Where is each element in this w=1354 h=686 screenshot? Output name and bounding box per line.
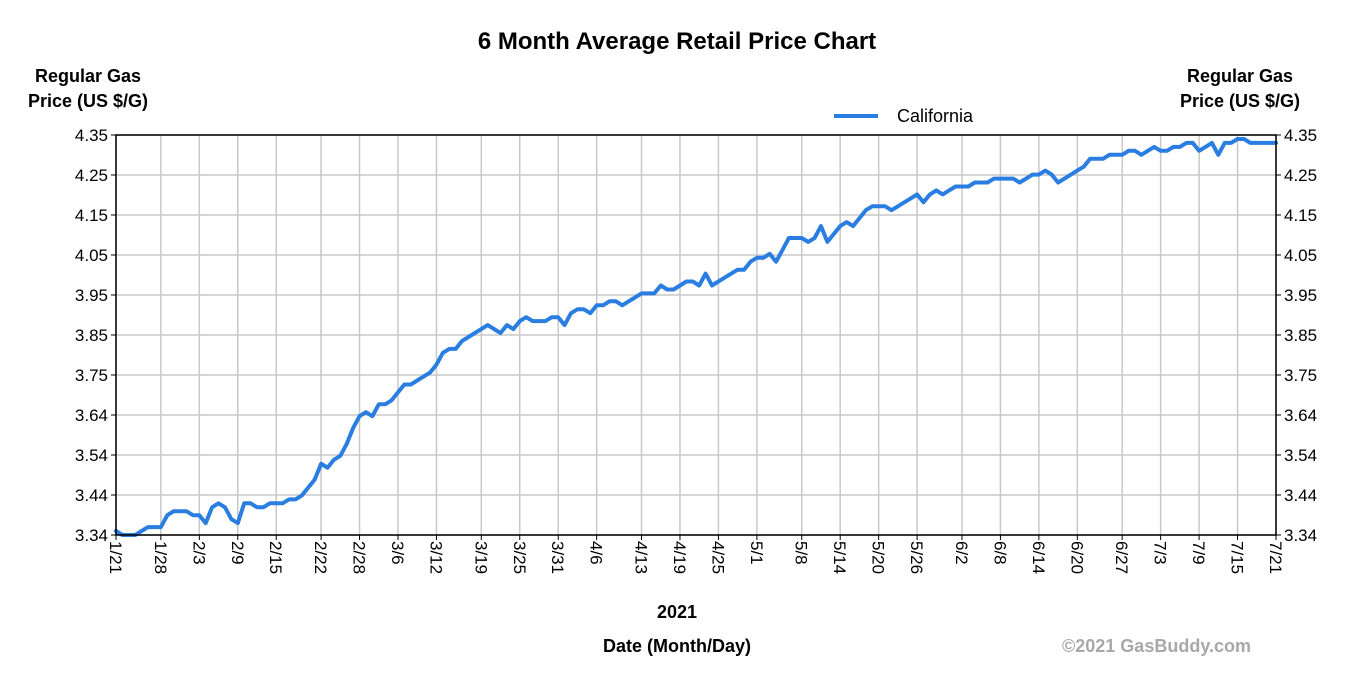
y-tick-label-right: 4.25: [1284, 166, 1317, 185]
y-axis-title-left: Regular Gas Price (US $/G): [12, 64, 164, 114]
x-tick-label: 4/25: [708, 541, 727, 574]
y-ticks-right: 4.35 4.25 4.15 4.05 3.95 3.85 3.75 3.64 3.54 3.44…: [1276, 126, 1317, 545]
y-axis-title-right: Regular Gas Price (US $/G): [1164, 64, 1316, 114]
y-tick-label-left: 3.54: [75, 446, 108, 465]
x-tick-label: 7/21: [1266, 541, 1285, 574]
y-tick-label-right: 4.35: [1284, 126, 1317, 145]
y-tick-label-left: 4.15: [75, 206, 108, 225]
x-tick-label: 4/13: [632, 541, 651, 574]
x-tick-label: 3/31: [548, 541, 567, 574]
y-tick-label-left: 4.25: [75, 166, 108, 185]
y-tick-label-left: 3.44: [75, 486, 108, 505]
x-axis-year: 2021: [656, 602, 698, 622]
x-tick-label: 5/1: [747, 541, 766, 565]
x-tick-label: 4/19: [670, 541, 689, 574]
x-tick-label: 6/8: [990, 541, 1009, 565]
y-axis-title-left-line1: Regular Gas: [34, 66, 142, 86]
y-ticks-left: 4.35 4.25 4.15 4.05 3.95 3.85 3.75 3.64 3.54 3.44…: [75, 126, 116, 545]
y-axis-title-right-line1: Regular Gas: [1186, 66, 1294, 86]
y-tick-label-left: 4.05: [75, 246, 108, 265]
y-tick-label-left: 3.75: [75, 366, 108, 385]
y-tick-label-right: 3.75: [1284, 366, 1317, 385]
x-tick-label: 1/21: [106, 541, 125, 574]
x-tick-label: 6/14: [1029, 541, 1048, 574]
x-tick-label: 2/3: [189, 541, 208, 565]
x-tick-label: 2/9: [228, 541, 247, 565]
y-axis-title-right-line2: Price (US $/G): [1179, 91, 1301, 111]
x-axis-title: Date (Month/Day): [603, 636, 751, 656]
x-tick-label: 7/15: [1228, 541, 1247, 574]
y-tick-label-right: 3.34: [1284, 526, 1317, 545]
x-tick-label: 3/12: [426, 541, 445, 574]
x-ticks: 1/21 1/28 2/3 2/9 2/15 2/22 2/28 3/6 3/12 3/19 3/2…: [106, 535, 1285, 574]
y-tick-label-left: 3.64: [75, 406, 108, 425]
y-tick-label-left: 3.95: [75, 286, 108, 305]
x-tick-label: 5/14: [830, 541, 849, 574]
y-tick-label-right: 3.95: [1284, 286, 1317, 305]
x-tick-label: 3/6: [388, 541, 407, 565]
x-tick-label: 6/20: [1067, 541, 1086, 574]
legend: California: [834, 104, 973, 128]
y-tick-label-left: 3.34: [75, 526, 108, 545]
x-tick-label: 5/8: [792, 541, 811, 565]
plot-frame: [115, 134, 1277, 536]
y-tick-label-right: 3.44: [1284, 486, 1317, 505]
y-tick-label-left: 3.85: [75, 326, 108, 345]
legend-label-california: California: [897, 105, 974, 126]
x-tick-label: 7/3: [1151, 541, 1170, 565]
x-tick-label: 5/20: [869, 541, 888, 574]
y-tick-label-right: 4.15: [1284, 206, 1317, 225]
grid: [115, 134, 1277, 536]
x-tick-label: 4/6: [587, 541, 606, 565]
x-tick-label: 2/22: [311, 541, 330, 574]
x-tick-label: 2/28: [350, 541, 369, 574]
x-tick-label: 3/25: [510, 541, 529, 574]
y-tick-label-right: 3.85: [1284, 326, 1317, 345]
y-tick-label-right: 3.54: [1284, 446, 1317, 465]
x-tick-label: 6/27: [1112, 541, 1131, 574]
legend-swatch-california: [834, 114, 878, 118]
y-tick-label-right: 4.05: [1284, 246, 1317, 265]
x-tick-label: 5/26: [907, 541, 926, 574]
x-tick-label: 1/28: [151, 541, 170, 574]
series-line-california: [114, 137, 1278, 537]
copyright-credit: ©2021 GasBuddy.com: [1062, 636, 1251, 656]
x-tick-label: 6/2: [952, 541, 971, 565]
x-tick-label: 7/9: [1189, 541, 1208, 565]
x-tick-label: 3/19: [471, 541, 490, 574]
x-tick-label: 2/15: [266, 541, 285, 574]
chart-title: 6 Month Average Retail Price Chart: [477, 28, 877, 55]
y-axis-title-left-line2: Price (US $/G): [27, 91, 149, 111]
y-tick-label-left: 4.35: [75, 126, 108, 145]
y-tick-label-right: 3.64: [1284, 406, 1317, 425]
